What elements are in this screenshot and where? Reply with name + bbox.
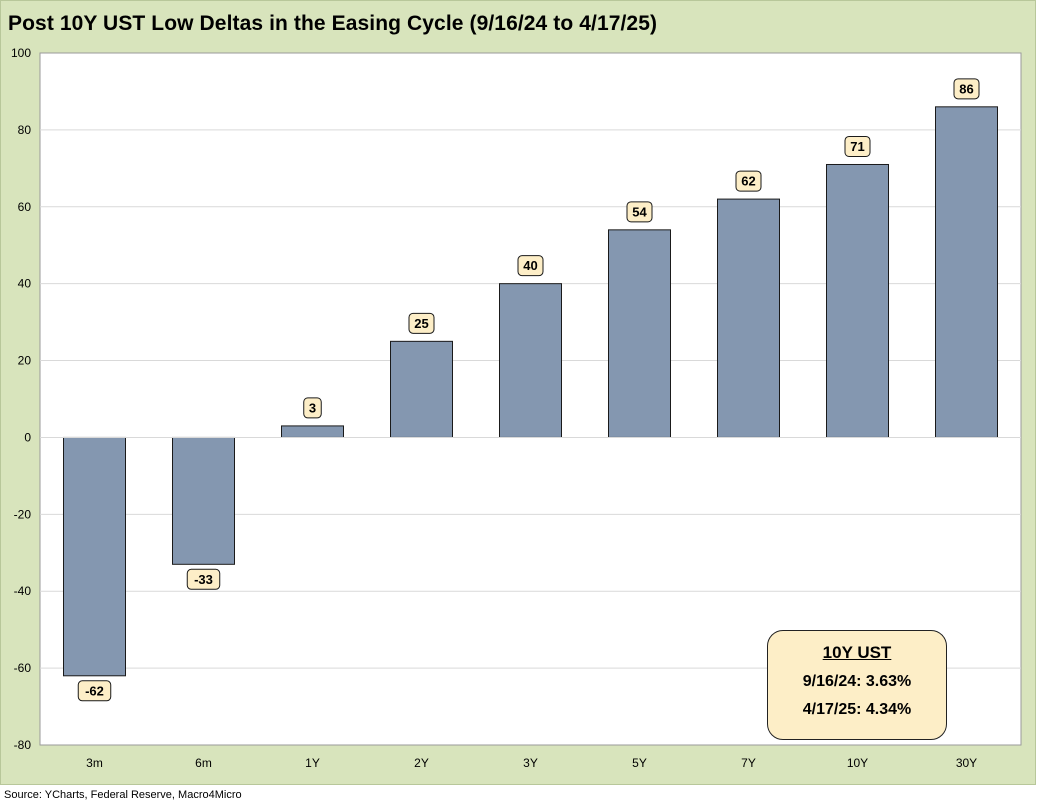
data-label-box: [408, 312, 435, 334]
bar: [63, 436, 126, 677]
y-tick-label: -80: [14, 738, 32, 752]
y-tick-label: -60: [14, 661, 32, 675]
info-box: 10Y UST 9/16/24: 3.63% 4/17/25: 4.34%: [767, 630, 947, 740]
data-label: 40: [523, 258, 537, 273]
data-label: 62: [741, 174, 755, 189]
data-label: 71: [850, 139, 864, 154]
y-tick-label: 40: [18, 277, 32, 291]
y-tick-label: -40: [14, 584, 32, 598]
y-tick-label: 100: [11, 46, 31, 60]
x-tick-label: 10Y: [847, 756, 868, 770]
x-tick-label: 3Y: [523, 756, 538, 770]
y-tick-label: 80: [18, 123, 32, 137]
x-tick-label: 3m: [86, 756, 103, 770]
info-box-line-1: 9/16/24: 3.63%: [802, 673, 912, 690]
data-label-box: [186, 568, 221, 590]
x-tick-label: 1Y: [305, 756, 320, 770]
info-box-line-2: 4/17/25: 4.34%: [802, 701, 912, 718]
x-tick-label: 6m: [195, 756, 212, 770]
data-label: 3: [309, 400, 316, 415]
bar: [717, 198, 780, 438]
x-tick-label: 30Y: [956, 756, 977, 770]
bar: [935, 106, 998, 438]
data-label: -33: [194, 572, 213, 587]
data-label-box: [77, 680, 112, 702]
source-note: Source: YCharts, Federal Reserve, Macro4…: [4, 789, 242, 801]
bar: [608, 229, 671, 438]
bar: [499, 283, 562, 438]
data-label-box: [303, 397, 322, 419]
x-tick-label: 5Y: [632, 756, 647, 770]
data-label-box: [953, 78, 980, 100]
data-label: 54: [632, 204, 647, 219]
data-label: 25: [414, 316, 428, 331]
x-tick-label: 7Y: [741, 756, 756, 770]
y-tick-label: -20: [14, 507, 32, 521]
x-tick-label: 2Y: [414, 756, 429, 770]
data-label-box: [626, 201, 653, 223]
bar: [281, 425, 344, 438]
chart-title: Post 10Y UST Low Deltas in the Easing Cy…: [8, 12, 658, 35]
bar: [390, 340, 453, 438]
data-label-box: [735, 170, 762, 192]
data-label-box: [517, 255, 544, 277]
info-box-title: 10Y UST: [822, 643, 892, 662]
y-tick-label: 60: [18, 200, 32, 214]
y-tick-label: 0: [24, 430, 31, 444]
bar: [826, 163, 889, 438]
data-label: 86: [959, 81, 973, 96]
y-tick-label: 20: [18, 354, 32, 368]
data-label-box: [844, 135, 871, 157]
data-label: -62: [85, 683, 104, 698]
bar: [172, 436, 235, 565]
